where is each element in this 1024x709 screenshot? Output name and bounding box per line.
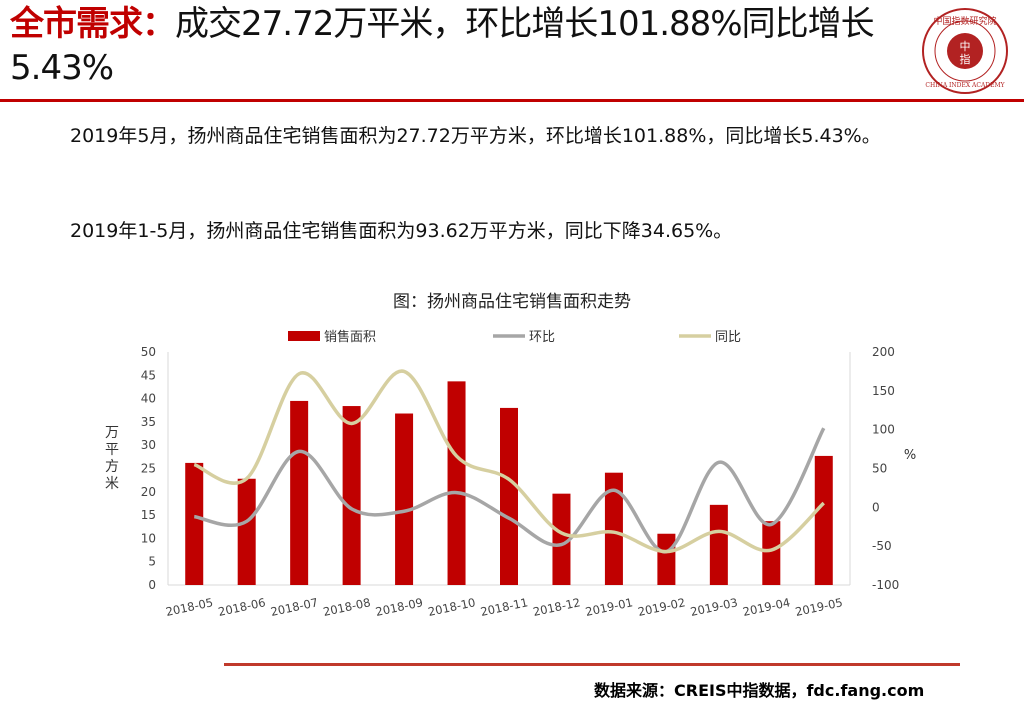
- y-axis-label-char: 方: [105, 459, 119, 475]
- x-tick-label: 2018-12: [532, 595, 582, 619]
- y-tick-label: 40: [141, 392, 156, 406]
- bar-2019-04: [762, 521, 781, 585]
- y2-tick-label: 50: [872, 462, 887, 476]
- x-tick-label: 2018-06: [217, 595, 267, 619]
- bar-2018-11: [500, 407, 518, 585]
- x-tick-label: 2019-03: [689, 595, 739, 619]
- y-tick-label: 45: [141, 368, 156, 382]
- china-index-academy-logo: 中国指数研究院 中 指 CHINA INDEX ACADEMY: [922, 8, 1008, 94]
- page-title: 全市需求：成交27.72万平米，环比增长101.88%同比增长5.43%: [10, 2, 910, 90]
- bar-2019-03: [709, 504, 728, 585]
- bar-2019-05: [814, 455, 833, 585]
- paragraph-1: 2019年5月，扬州商品住宅销售面积为27.72万平方米，环比增长101.88%…: [70, 125, 881, 147]
- legend-swatch-销售面积: [288, 331, 320, 341]
- x-tick-label: 2019-04: [742, 595, 792, 619]
- y-tick-label: 0: [148, 578, 156, 592]
- y-tick-label: 5: [148, 555, 156, 569]
- header-divider: [0, 99, 1024, 102]
- logo-center-bottom: 指: [960, 52, 971, 66]
- y-tick-label: 10: [141, 531, 156, 545]
- x-tick-label: 2018-07: [269, 595, 319, 619]
- y-axis-label-char: 米: [105, 476, 119, 492]
- y-tick-label: 35: [141, 415, 156, 429]
- legend-label-销售面积: 销售面积: [324, 329, 376, 345]
- legend-label-环比: 环比: [529, 330, 555, 345]
- y-axis-label-char: 平: [105, 442, 119, 458]
- x-tick-label: 2018-11: [479, 595, 529, 619]
- y2-tick-label: 100: [872, 423, 895, 437]
- paragraph-2: 2019年1-5月，扬州商品住宅销售面积为93.62万平方米，同比下降34.65…: [70, 220, 733, 242]
- y2-tick-label: 150: [872, 384, 895, 398]
- bar-2018-10: [447, 381, 466, 585]
- logo-english-text: CHINA INDEX ACADEMY: [925, 82, 1005, 89]
- x-tick-label: 2019-02: [637, 595, 687, 619]
- x-tick-label: 2019-05: [794, 595, 844, 619]
- footer-divider: [224, 663, 960, 666]
- x-tick-label: 2018-08: [322, 595, 372, 619]
- bar-2019-02: [657, 533, 676, 585]
- y-tick-label: 25: [141, 462, 156, 476]
- title-rest: 成交27.72万平米，环比增长101.88%同比增长5.43%: [10, 4, 875, 88]
- bar-2018-08: [342, 406, 361, 585]
- line-series-同比: [193, 369, 825, 554]
- sales-area-chart: 0 5 10 15 20 25 30 35 40 45 50 -100 -50 0 50 100 150 200 万…: [105, 329, 916, 619]
- line-series-环比: [193, 427, 826, 554]
- y2-tick-label: -100: [872, 578, 899, 592]
- x-tick-label: 2018-05: [164, 595, 214, 619]
- source-note: 数据来源：CREIS中指数据，fdc.fang.com: [594, 681, 925, 700]
- y-axis-label-char: 万: [105, 425, 119, 441]
- legend-label-同比: 同比: [715, 330, 741, 345]
- bar-2018-06: [237, 478, 256, 585]
- y2-tick-label: -50: [872, 539, 892, 553]
- chart-title: 图：扬州商品住宅销售面积走势: [393, 292, 631, 312]
- y-tick-label: 50: [141, 345, 156, 359]
- y-tick-label: 15: [141, 508, 156, 522]
- y-tick-label: 30: [141, 438, 156, 452]
- x-tick-label: 2018-10: [427, 595, 477, 619]
- bar-2019-01: [604, 472, 623, 585]
- y2-tick-label: 0: [872, 500, 880, 514]
- logo-center-top: 中: [960, 40, 971, 53]
- y2-axis-label: %: [904, 448, 916, 463]
- bar-2018-05: [185, 462, 204, 585]
- logo-outer-text: 中国指数研究院: [933, 15, 996, 27]
- title-highlight: 全市需求：: [10, 4, 176, 44]
- y2-tick-label: 200: [872, 345, 895, 359]
- bar-2018-12: [552, 493, 571, 585]
- y-tick-label: 20: [141, 485, 156, 499]
- bar-2018-09: [395, 413, 414, 585]
- bar-2018-07: [290, 400, 309, 585]
- x-tick-label: 2018-09: [374, 595, 424, 619]
- x-tick-label: 2019-01: [584, 595, 634, 619]
